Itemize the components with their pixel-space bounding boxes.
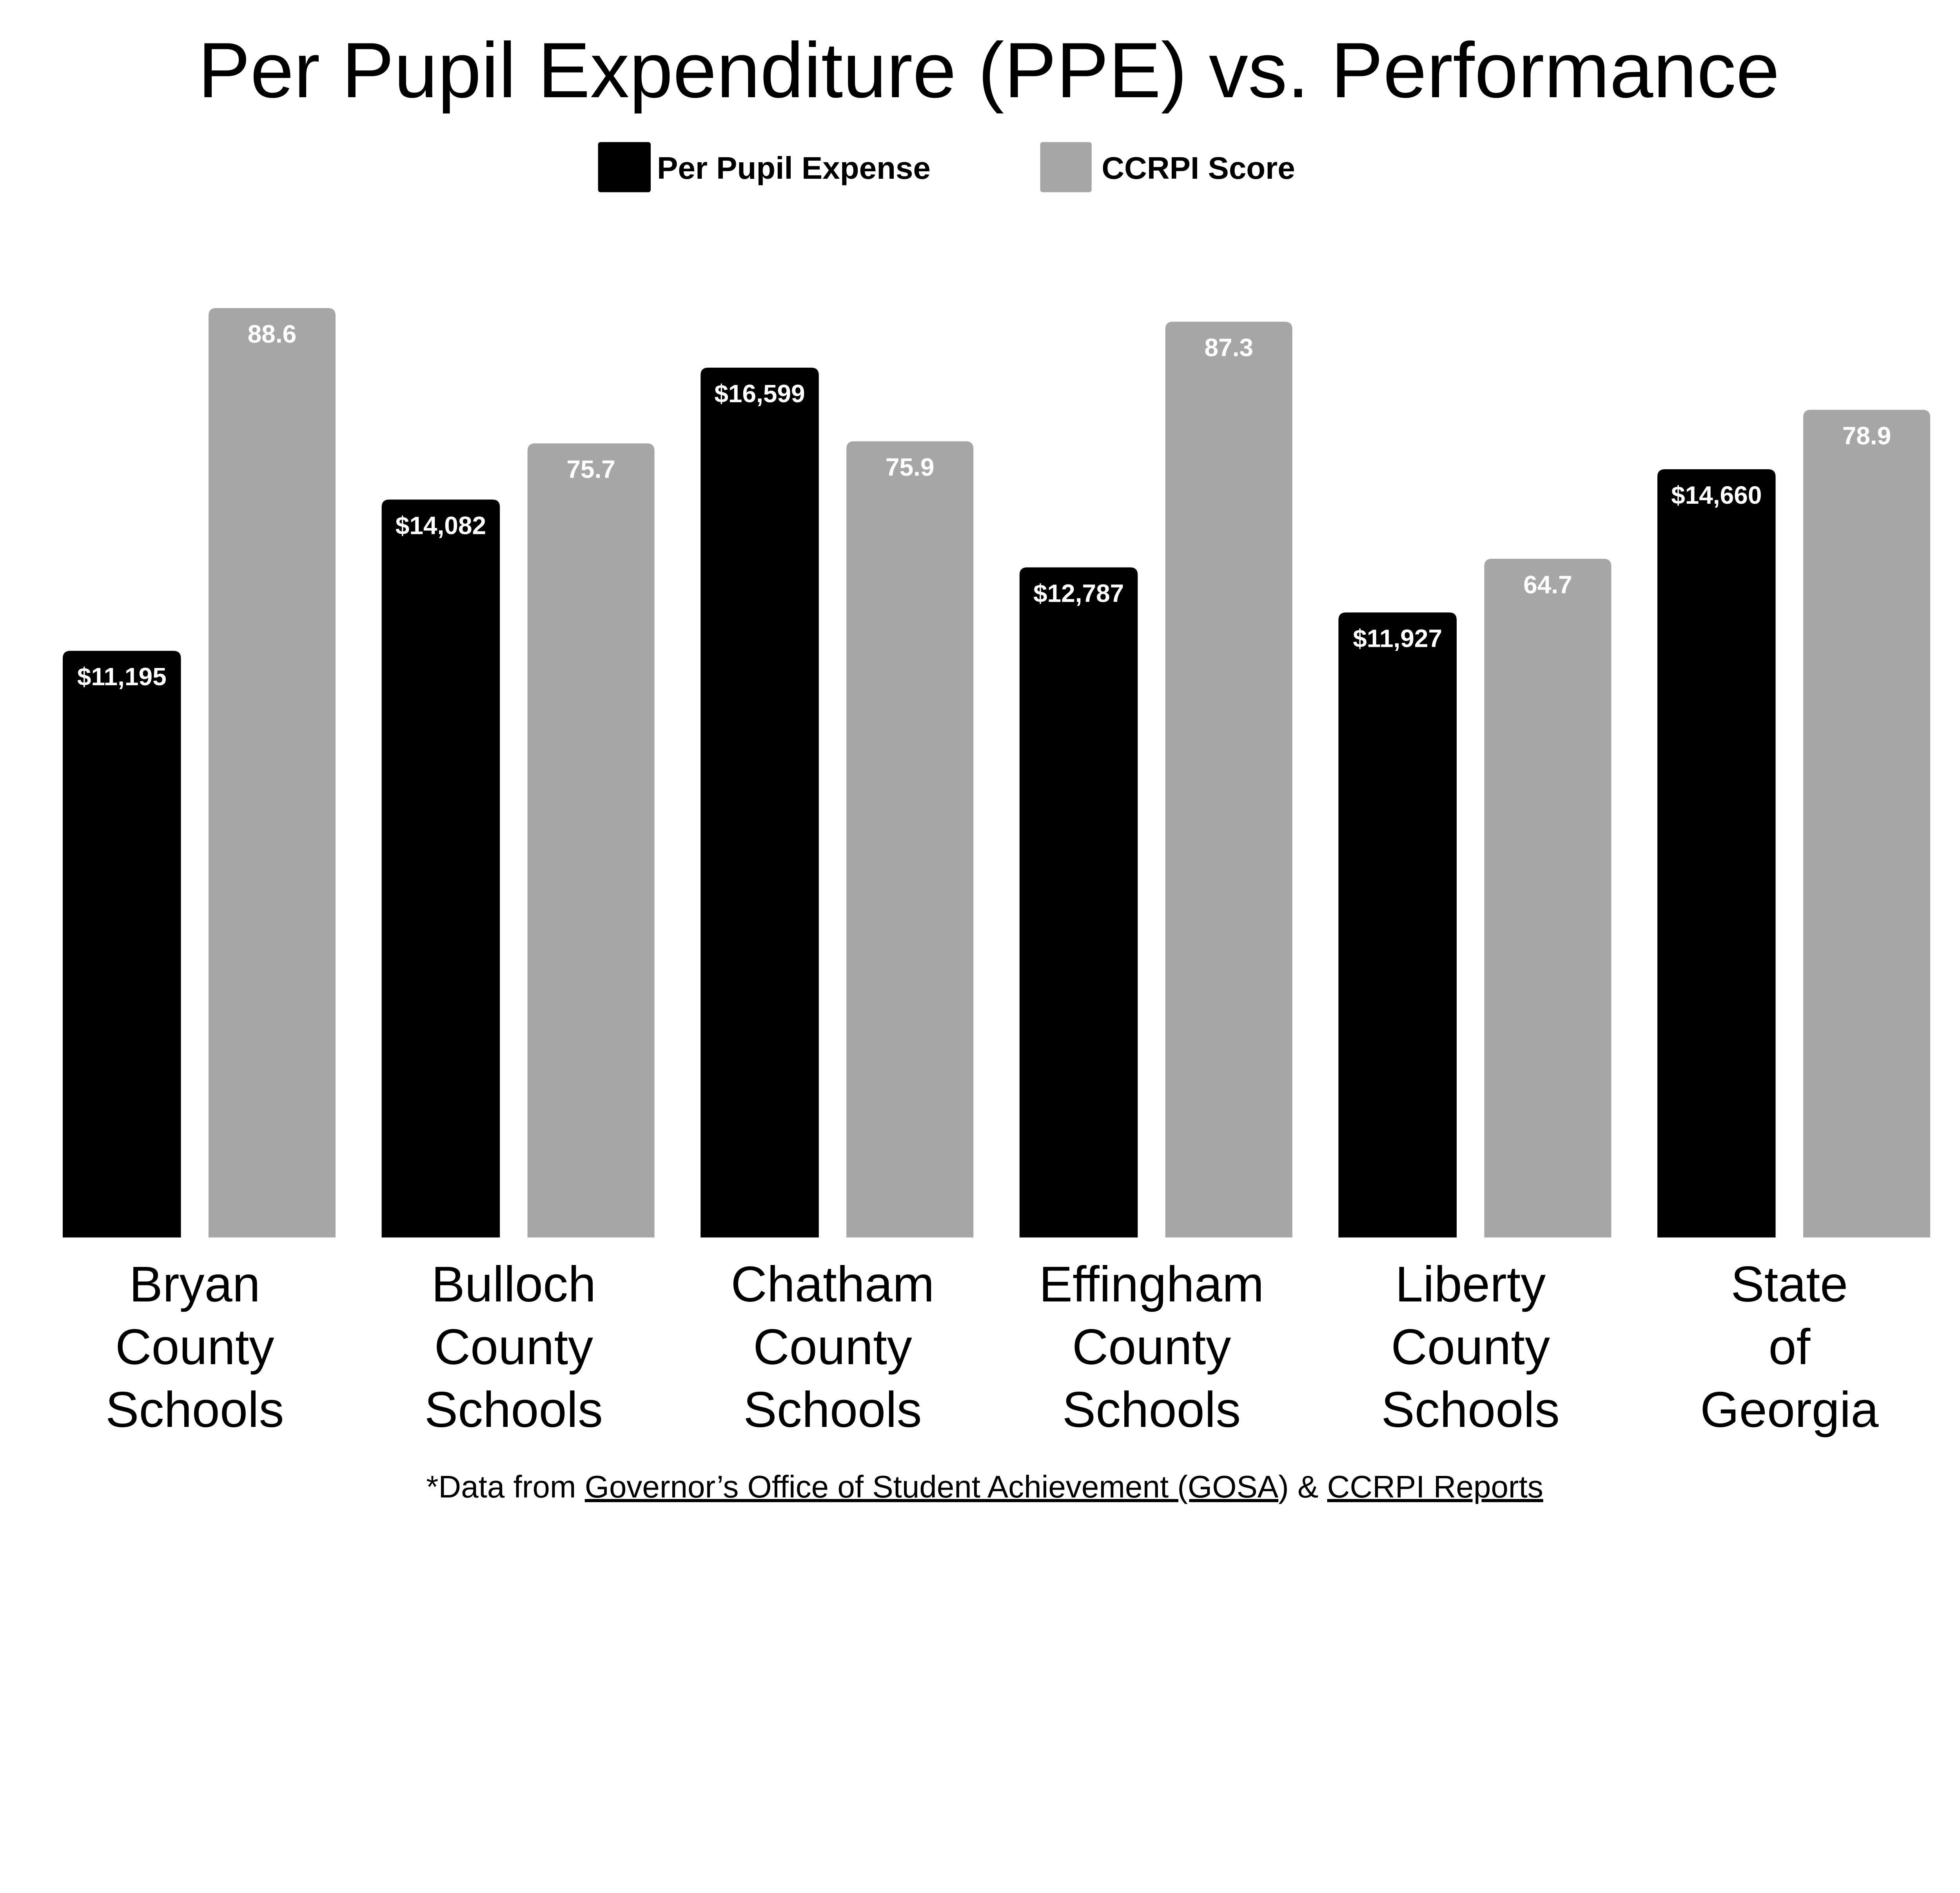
bar-ccrpi-score-bulloch-county-schools bbox=[527, 443, 655, 1238]
ccrpi-link[interactable]: CCRPI Reports bbox=[1327, 1469, 1543, 1504]
legend: Per Pupil Expense CCRPI Score bbox=[598, 142, 1295, 192]
category-label-line: State bbox=[1731, 1256, 1848, 1312]
bar-ccrpi-score-chatham-county-schools bbox=[846, 441, 974, 1238]
bar-per-pupil-expense-state-of-georgia bbox=[1657, 469, 1776, 1238]
footnote-paren: ) bbox=[1278, 1469, 1289, 1504]
category-label-line: County bbox=[1072, 1319, 1231, 1375]
bar-per-pupil-expense-chatham-county-schools bbox=[701, 367, 819, 1238]
category-label-line: Bryan bbox=[129, 1256, 260, 1312]
data-label-ccrpi-score: 88.6 bbox=[248, 320, 297, 348]
chart-title: Per Pupil Expenditure (PPE) vs. Performa… bbox=[198, 27, 1780, 114]
bar-ccrpi-score-state-of-georgia bbox=[1803, 410, 1930, 1238]
data-label-per-pupil-expense: $16,599 bbox=[714, 379, 805, 408]
category-label-line: Schools bbox=[743, 1382, 922, 1438]
footnote-ampersand: & bbox=[1289, 1469, 1327, 1504]
bar-ccrpi-score-liberty-county-schools bbox=[1484, 559, 1612, 1238]
footnote: *Data from Governor’s Office of Student … bbox=[426, 1469, 1543, 1504]
category-label-line: Schools bbox=[105, 1382, 284, 1438]
bar-per-pupil-expense-liberty-county-schools bbox=[1338, 612, 1457, 1238]
legend-swatch-ppe bbox=[598, 142, 651, 192]
category-label-line: Liberty bbox=[1395, 1256, 1546, 1312]
gosa-link[interactable]: Governor’s Office of Student Achievement… bbox=[585, 1469, 1279, 1504]
category-label-line: County bbox=[115, 1319, 274, 1375]
category-label-line: County bbox=[434, 1319, 593, 1375]
footnote-prefix: *Data from bbox=[426, 1469, 585, 1504]
bar-per-pupil-expense-bryan-county-schools bbox=[63, 651, 181, 1238]
bar-per-pupil-expense-effingham-county-schools bbox=[1019, 567, 1138, 1238]
data-label-ccrpi-score: 75.7 bbox=[566, 455, 615, 483]
category-label-line: of bbox=[1768, 1319, 1810, 1375]
category-label-line: Schools bbox=[1381, 1382, 1560, 1438]
category-label-line: Chatham bbox=[731, 1256, 934, 1312]
bars: $11,195 88.6 $14,082 75.7 $16,599 75.9 $12,787… bbox=[63, 308, 1930, 1238]
data-label-ccrpi-score: 87.3 bbox=[1205, 334, 1254, 362]
bar-ccrpi-score-effingham-county-schools bbox=[1165, 321, 1292, 1238]
category-labels: Bryan County Schools Bulloch County Schools Ch… bbox=[105, 1256, 1879, 1438]
data-label-ccrpi-score: 78.9 bbox=[1842, 421, 1891, 450]
data-label-per-pupil-expense: $12,787 bbox=[1033, 579, 1124, 607]
legend-swatch-ccrpi bbox=[1040, 142, 1092, 192]
category-label-line: County bbox=[753, 1319, 912, 1375]
legend-label-ppe: Per Pupil Expense bbox=[657, 151, 931, 185]
category-label-line: Schools bbox=[1062, 1382, 1241, 1438]
category-label-line: Effingham bbox=[1039, 1256, 1264, 1312]
category-label-line: County bbox=[1391, 1319, 1550, 1375]
data-label-per-pupil-expense: $14,082 bbox=[396, 511, 486, 539]
bar-ccrpi-score-bryan-county-schools bbox=[209, 308, 336, 1238]
data-label-per-pupil-expense: $11,927 bbox=[1353, 624, 1442, 652]
category-label-line: Schools bbox=[425, 1382, 603, 1438]
category-label-line: Bulloch bbox=[432, 1256, 596, 1312]
category-label-line: Georgia bbox=[1700, 1382, 1879, 1438]
data-label-ccrpi-score: 75.9 bbox=[886, 453, 935, 481]
data-label-ccrpi-score: 64.7 bbox=[1523, 570, 1572, 599]
data-label-per-pupil-expense: $14,660 bbox=[1671, 481, 1762, 509]
chart: Per Pupil Expenditure (PPE) vs. Performa… bbox=[63, 27, 1930, 1504]
data-label-per-pupil-expense: $11,195 bbox=[77, 662, 167, 691]
legend-label-ccrpi: CCRPI Score bbox=[1102, 151, 1295, 185]
bar-per-pupil-expense-bulloch-county-schools bbox=[381, 499, 500, 1238]
